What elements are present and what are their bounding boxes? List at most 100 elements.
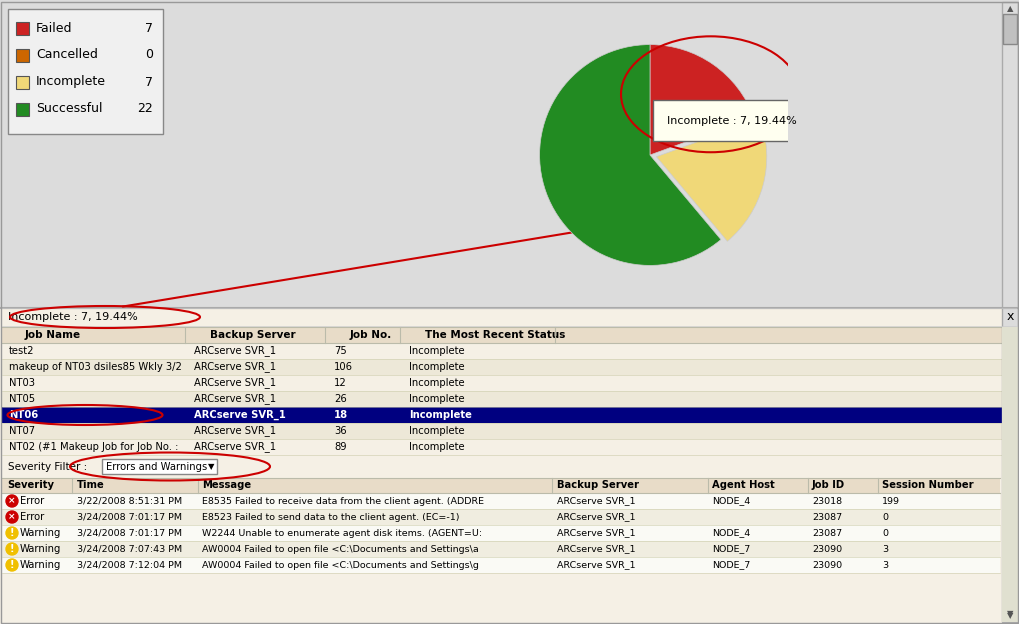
Text: 0: 0 (145, 49, 153, 62)
Circle shape (6, 527, 18, 539)
Text: 3/24/2008 7:01:17 PM: 3/24/2008 7:01:17 PM (76, 529, 181, 537)
Bar (2, 439, 1015, 455)
Bar (2, 391, 1015, 407)
Text: ARCserve SVR_1: ARCserve SVR_1 (194, 346, 276, 356)
Text: 3/24/2008 7:12:04 PM: 3/24/2008 7:12:04 PM (76, 560, 181, 570)
Text: Warning: Warning (20, 544, 61, 554)
Bar (2, 493, 999, 509)
Wedge shape (539, 44, 720, 265)
Text: 75: 75 (333, 346, 346, 356)
Bar (2, 541, 999, 557)
Bar (1001, 327, 1017, 622)
Text: E8535 Failed to receive data from the client agent. (ADDRE: E8535 Failed to receive data from the cl… (202, 497, 484, 505)
Text: NODE_7: NODE_7 (711, 545, 750, 553)
Text: 0: 0 (881, 529, 888, 537)
Text: 23087: 23087 (811, 529, 842, 537)
Bar (2, 407, 1015, 423)
Text: ARCserve SVR_1: ARCserve SVR_1 (556, 529, 635, 537)
Text: Job Name: Job Name (25, 330, 82, 340)
Text: ▼: ▼ (1006, 612, 1012, 620)
FancyBboxPatch shape (652, 100, 809, 141)
Text: makeup of NT03 dsiles85 Wkly 3/2: makeup of NT03 dsiles85 Wkly 3/2 (9, 362, 181, 372)
Text: 12: 12 (333, 378, 346, 388)
Circle shape (6, 543, 18, 555)
Text: 106: 106 (333, 362, 353, 372)
Text: Severity Filter :: Severity Filter : (8, 462, 88, 472)
Bar (16, 49, 29, 62)
Text: 3/24/2008 7:07:43 PM: 3/24/2008 7:07:43 PM (76, 545, 182, 553)
Text: Incomplete: Incomplete (36, 76, 106, 89)
Bar (0, 0, 1019, 308)
Bar (2, 557, 999, 573)
Text: 3/22/2008 8:51:31 PM: 3/22/2008 8:51:31 PM (76, 497, 182, 505)
Bar (16, 22, 29, 35)
Text: Backup Server: Backup Server (210, 330, 296, 340)
Text: ×: × (8, 512, 15, 522)
Bar (1002, 14, 1016, 44)
Text: AW0004 Failed to open file <C:\Documents and Settings\a: AW0004 Failed to open file <C:\Documents… (202, 545, 478, 553)
Text: Error: Error (20, 496, 44, 506)
Circle shape (6, 495, 18, 507)
Text: NODE_4: NODE_4 (711, 497, 750, 505)
Text: ARCserve SVR_1: ARCserve SVR_1 (194, 394, 276, 404)
Text: 3: 3 (881, 560, 888, 570)
Text: 26: 26 (333, 394, 346, 404)
Bar (0, 308, 1019, 624)
Text: Backup Server: Backup Server (556, 480, 638, 490)
Text: Errors and Warnings: Errors and Warnings (106, 462, 207, 472)
Text: NT07: NT07 (9, 426, 35, 436)
Text: ARCserve SVR_1: ARCserve SVR_1 (556, 560, 635, 570)
Text: ARCserve SVR_1: ARCserve SVR_1 (194, 426, 276, 436)
Bar (1001, 2, 1017, 622)
Circle shape (6, 511, 18, 523)
Text: Incomplete: Incomplete (409, 394, 465, 404)
Text: 89: 89 (333, 442, 346, 452)
Text: Incomplete: Incomplete (409, 362, 465, 372)
Text: 0: 0 (881, 512, 888, 522)
Text: W2244 Unable to enumerate agent disk items. (AGENT=U:: W2244 Unable to enumerate agent disk ite… (202, 529, 482, 537)
Text: ARCserve SVR_1: ARCserve SVR_1 (556, 512, 635, 522)
Text: ▼: ▼ (208, 462, 214, 471)
Bar (102, 459, 217, 474)
Text: Incomplete: Incomplete (409, 378, 465, 388)
Text: Warning: Warning (20, 560, 61, 570)
Text: Session Number: Session Number (881, 480, 973, 490)
Bar (2, 509, 999, 525)
Text: ARCserve SVR_1: ARCserve SVR_1 (194, 410, 285, 420)
Text: Severity: Severity (7, 480, 54, 490)
Text: 7: 7 (145, 76, 153, 89)
Text: ARCserve SVR_1: ARCserve SVR_1 (194, 378, 276, 389)
Bar (2, 359, 1015, 375)
Text: Agent Host: Agent Host (711, 480, 774, 490)
Text: NT05: NT05 (9, 394, 35, 404)
Text: !: ! (10, 544, 14, 554)
Text: Message: Message (202, 480, 251, 490)
Text: 23087: 23087 (811, 512, 842, 522)
Text: Successful: Successful (36, 102, 102, 115)
Text: Incomplete: Incomplete (409, 426, 465, 436)
Text: 23090: 23090 (811, 545, 842, 553)
Text: 23090: 23090 (811, 560, 842, 570)
Text: Error: Error (20, 512, 44, 522)
Text: The Most Recent Status: The Most Recent Status (425, 330, 565, 340)
Text: 3: 3 (881, 545, 888, 553)
Text: ARCserve SVR_1: ARCserve SVR_1 (194, 361, 276, 373)
Text: ×: × (8, 497, 15, 505)
Text: Incomplete : 7, 19.44%: Incomplete : 7, 19.44% (665, 115, 796, 125)
Text: Failed: Failed (36, 21, 72, 34)
Bar (16, 76, 29, 89)
Text: Incomplete: Incomplete (409, 410, 472, 420)
Bar (2, 525, 999, 541)
Wedge shape (656, 119, 766, 241)
Text: 23018: 23018 (811, 497, 842, 505)
Text: Warning: Warning (20, 528, 61, 538)
Bar (2, 327, 1015, 343)
Bar (2, 478, 999, 493)
Text: Job No.: Job No. (350, 330, 392, 340)
Text: !: ! (10, 528, 14, 538)
Bar (8, 9, 163, 134)
Text: x: x (1006, 311, 1013, 323)
Text: ARCserve SVR_1: ARCserve SVR_1 (556, 497, 635, 505)
Text: NT02 (#1 Makeup Job for Job No. :: NT02 (#1 Makeup Job for Job No. : (9, 442, 178, 452)
Wedge shape (649, 44, 753, 155)
